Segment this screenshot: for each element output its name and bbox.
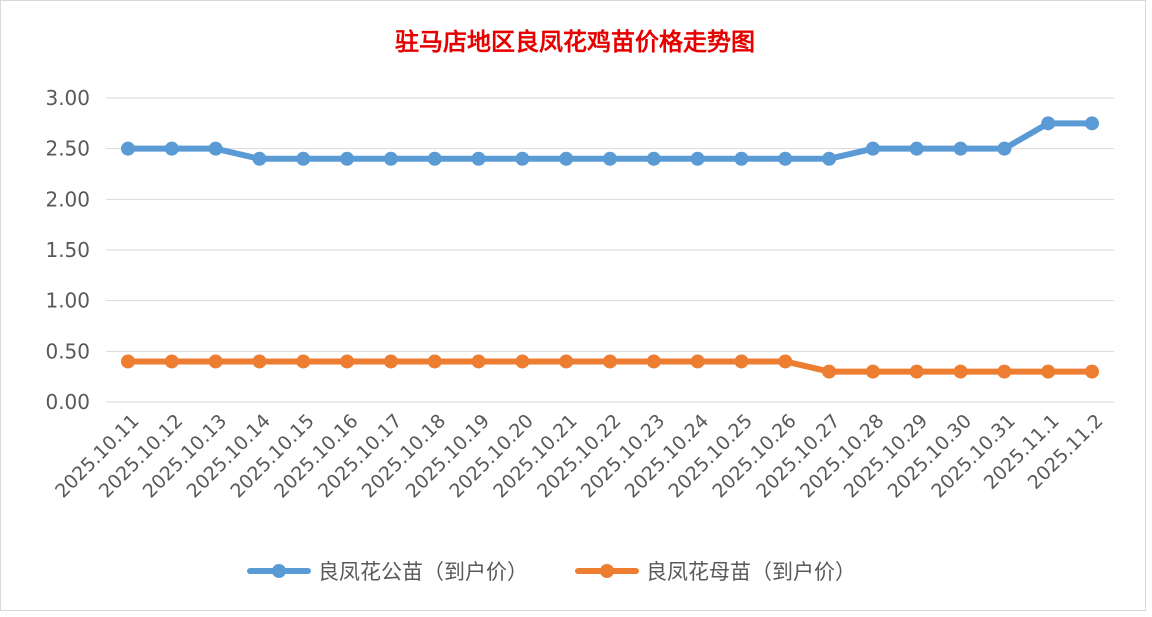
x-axis-ticks: 2025.10.112025.10.122025.10.132025.10.14…	[51, 410, 1107, 502]
data-point	[953, 141, 968, 156]
legend-item: 良凤花母苗（到户价）	[575, 560, 856, 584]
data-point	[1041, 364, 1056, 379]
data-point	[865, 364, 880, 379]
legend-swatch-marker	[600, 564, 614, 578]
legend-item: 良凤花公苗（到户价）	[247, 560, 528, 584]
data-point	[208, 354, 223, 369]
legend-label: 良凤花公苗（到户价）	[318, 560, 528, 584]
gridlines	[106, 97, 1114, 403]
data-point	[296, 151, 311, 166]
y-tick-label: 2.50	[45, 137, 90, 161]
legend-label: 良凤花母苗（到户价）	[646, 560, 856, 584]
data-point	[340, 354, 355, 369]
data-point	[734, 151, 749, 166]
data-point	[690, 151, 705, 166]
y-tick-label: 2.00	[45, 187, 90, 211]
data-point	[1085, 116, 1099, 131]
data-point	[865, 141, 880, 156]
data-point	[252, 354, 267, 369]
series-2	[121, 354, 1099, 379]
data-point	[646, 151, 661, 166]
data-point	[734, 354, 749, 369]
data-point	[1085, 364, 1099, 379]
data-point	[471, 151, 486, 166]
data-point	[778, 151, 793, 166]
data-point	[822, 151, 837, 166]
legend: 良凤花公苗（到户价） 良凤花母苗（到户价）	[247, 560, 856, 584]
data-point	[603, 151, 617, 166]
data-point	[383, 354, 398, 369]
series-lines	[121, 116, 1099, 379]
data-point	[471, 354, 486, 369]
data-point	[164, 354, 179, 369]
y-tick-label: 3.00	[45, 86, 90, 110]
data-point	[1041, 116, 1056, 131]
data-point	[997, 141, 1012, 156]
data-point	[997, 364, 1012, 379]
series-1	[121, 116, 1099, 166]
data-point	[208, 141, 223, 156]
data-point	[778, 354, 793, 369]
data-point	[164, 141, 179, 156]
data-point	[515, 354, 530, 369]
data-point	[383, 151, 398, 166]
data-point	[909, 141, 924, 156]
y-tick-label: 1.00	[45, 289, 90, 313]
y-tick-label: 1.50	[45, 238, 90, 262]
data-point	[822, 364, 837, 379]
data-point	[252, 151, 267, 166]
data-point	[121, 354, 135, 369]
data-point	[427, 151, 442, 166]
data-point	[427, 354, 442, 369]
data-point	[953, 364, 968, 379]
chart-title: 驻马店地区良凤花鸡苗价格走势图	[395, 28, 755, 56]
data-point	[603, 354, 617, 369]
data-point	[340, 151, 355, 166]
data-point	[646, 354, 661, 369]
y-tick-label: 0.00	[45, 390, 90, 414]
data-point	[559, 151, 574, 166]
legend-swatch-marker	[272, 564, 286, 578]
y-tick-label: 0.50	[45, 339, 90, 363]
data-point	[296, 354, 311, 369]
data-point	[559, 354, 574, 369]
data-point	[121, 141, 135, 156]
y-axis-ticks: 0.00 0.50 1.00 1.50 2.00 2.50 3.00	[45, 86, 90, 414]
data-point	[909, 364, 924, 379]
data-point	[690, 354, 705, 369]
data-point	[515, 151, 530, 166]
